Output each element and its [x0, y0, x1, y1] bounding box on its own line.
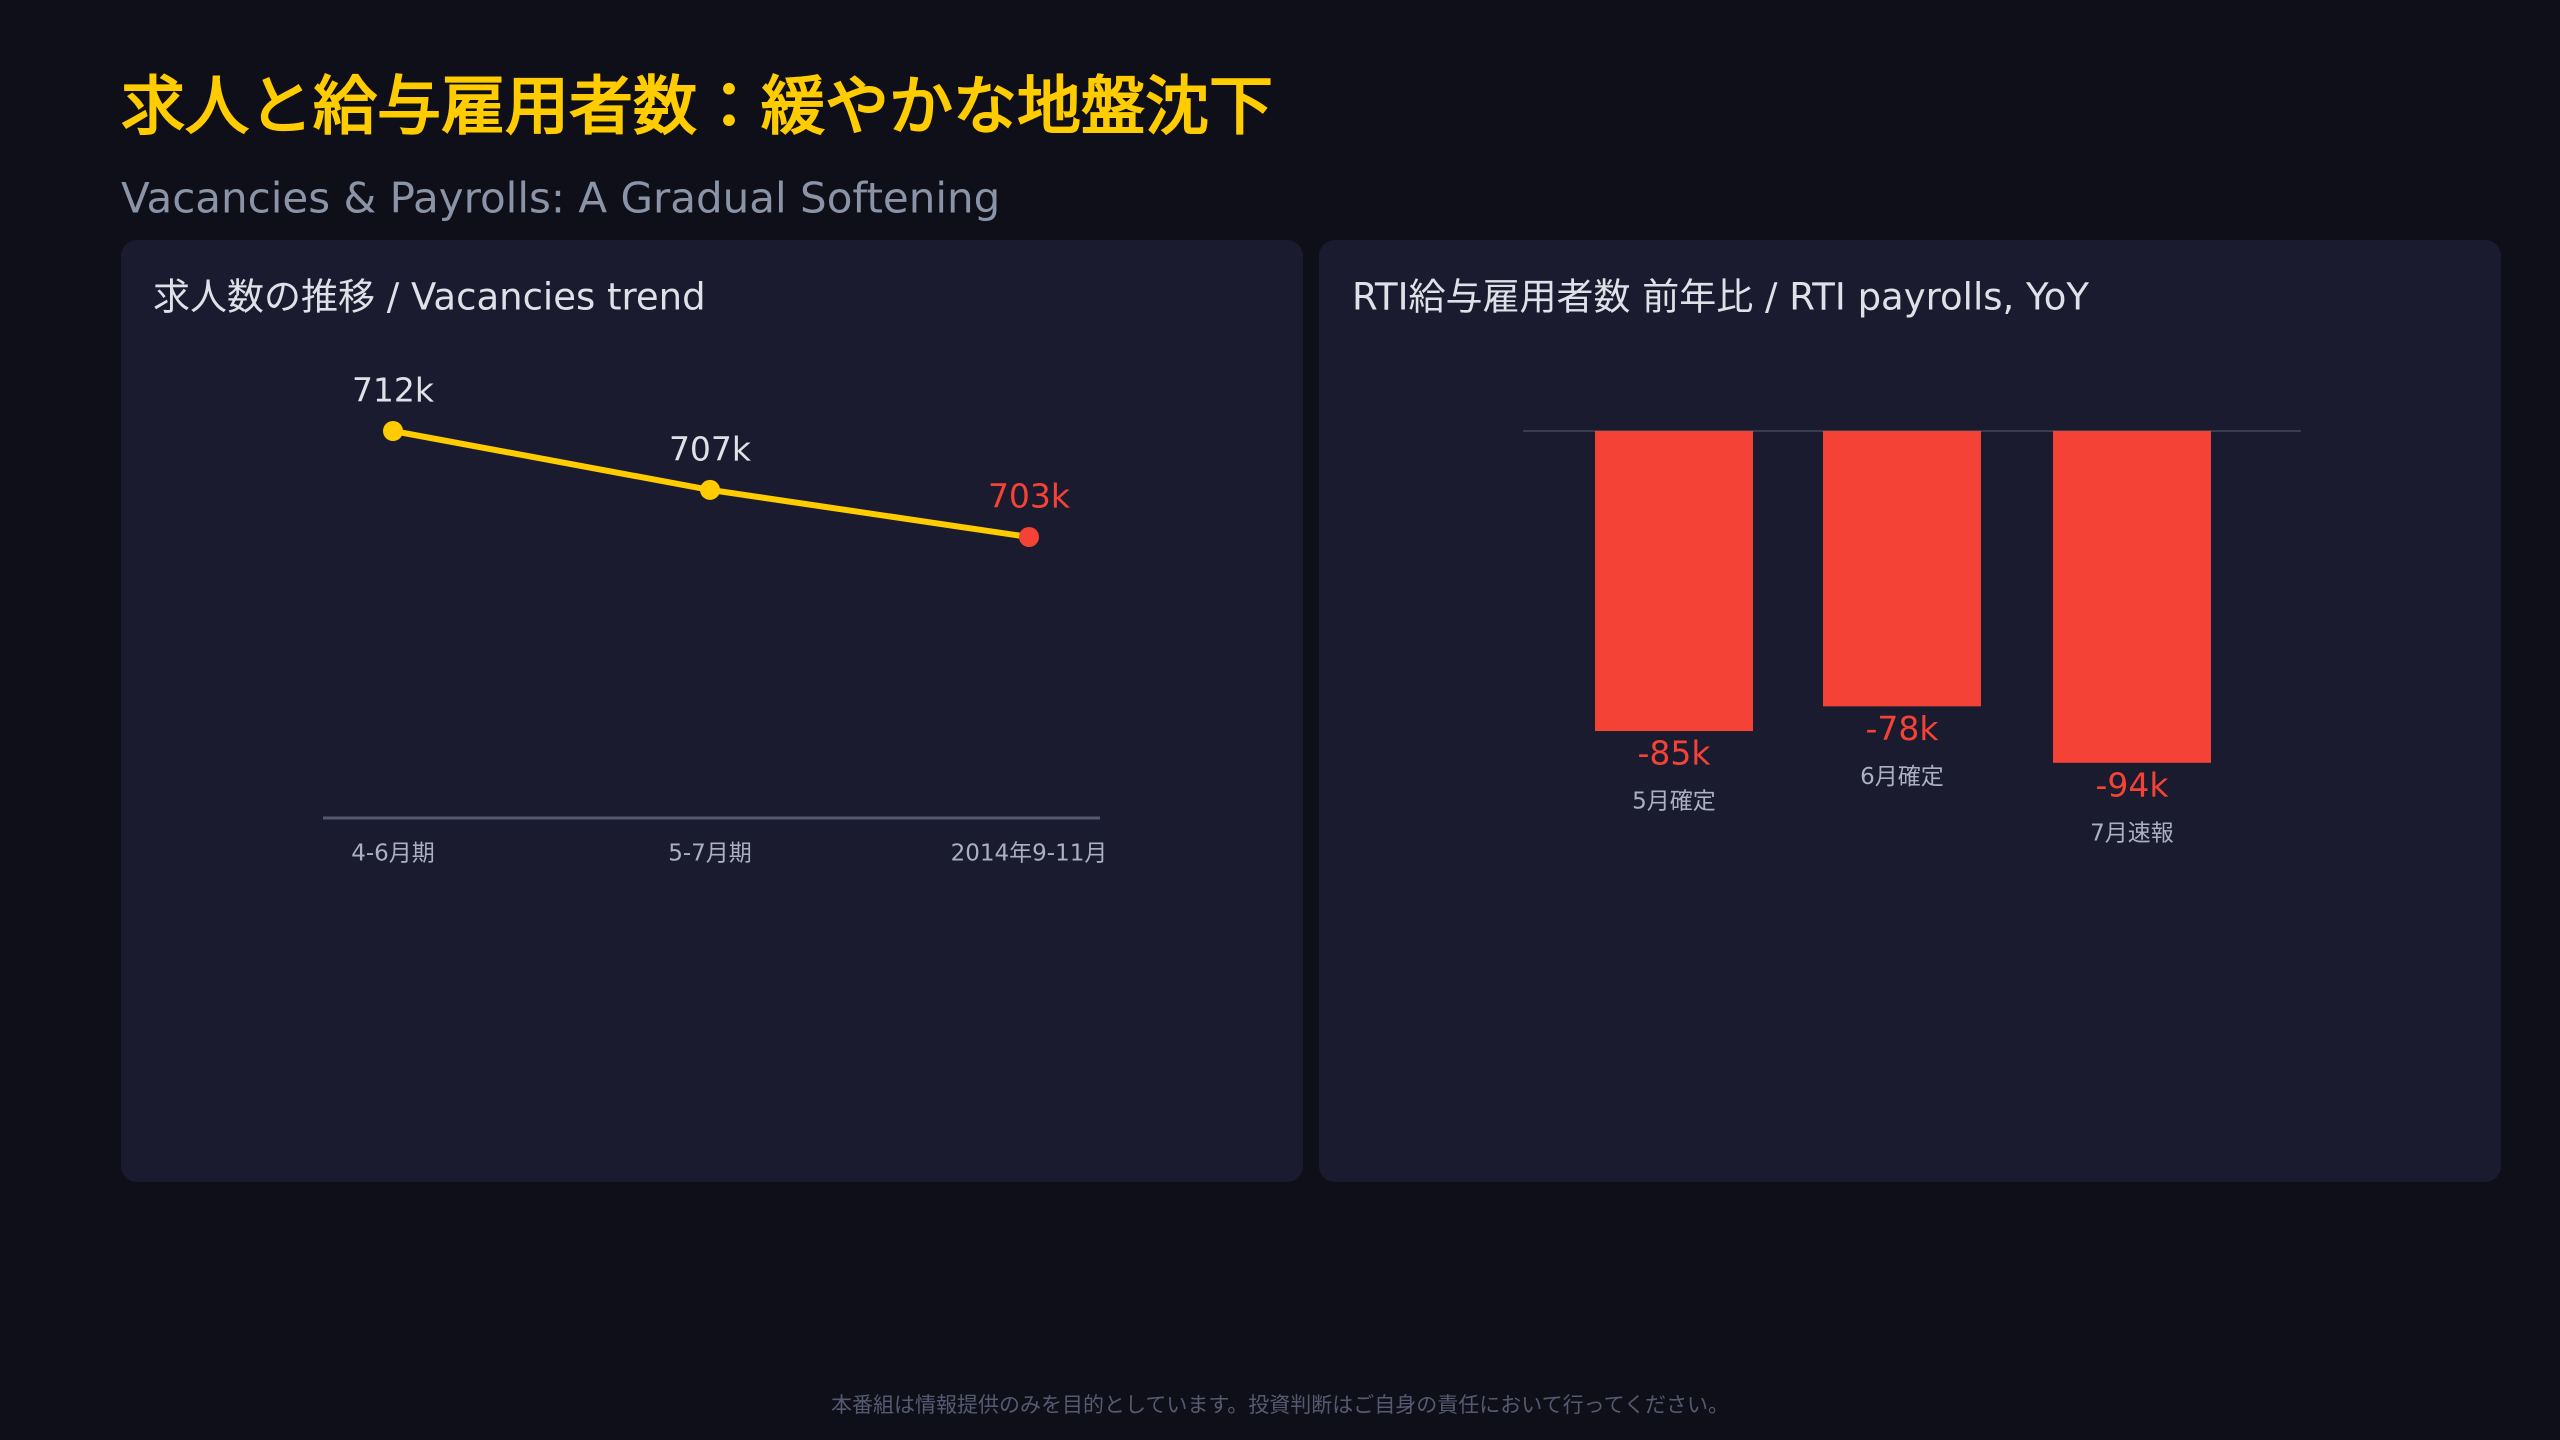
bar: [1823, 431, 1981, 707]
point: [383, 421, 403, 441]
x-tick-label: 5-7月期: [668, 841, 752, 867]
panel: [121, 240, 1303, 1182]
bar: [2053, 431, 2211, 763]
value-label: -94k: [2095, 765, 2169, 804]
x-tick-label: 4-6月期: [351, 841, 435, 867]
value-label: -85k: [1637, 734, 1711, 773]
title: 求人と給与雇用者数：緩やかな地盤沈下: [121, 71, 1273, 145]
x-tick-label: 5月確定: [1632, 789, 1716, 815]
disclaimer: 本番組は情報提供のみを目的としています。投資判断はご自身の責任において行ってくだ…: [831, 1393, 1729, 1417]
value-label: 707k: [669, 429, 752, 468]
panel-title: RTI給与雇用者数 前年比 / RTI payrolls, YoY: [1352, 276, 2089, 319]
value-label: -78k: [1865, 709, 1939, 748]
bar: [1595, 431, 1753, 732]
point: [700, 479, 720, 500]
value-label: 712k: [352, 371, 435, 410]
panel-title: 求人数の推移 / Vacancies trend: [153, 276, 706, 319]
x-tick-label: 7月速報: [2090, 820, 2174, 846]
point: [1019, 527, 1039, 547]
value-label: 703k: [988, 477, 1071, 516]
x-tick-label: 2014年9-11月: [951, 841, 1108, 867]
subtitle: Vacancies & Payrolls: A Gradual Softenin…: [121, 174, 1000, 223]
x-tick-label: 6月確定: [1860, 764, 1944, 790]
